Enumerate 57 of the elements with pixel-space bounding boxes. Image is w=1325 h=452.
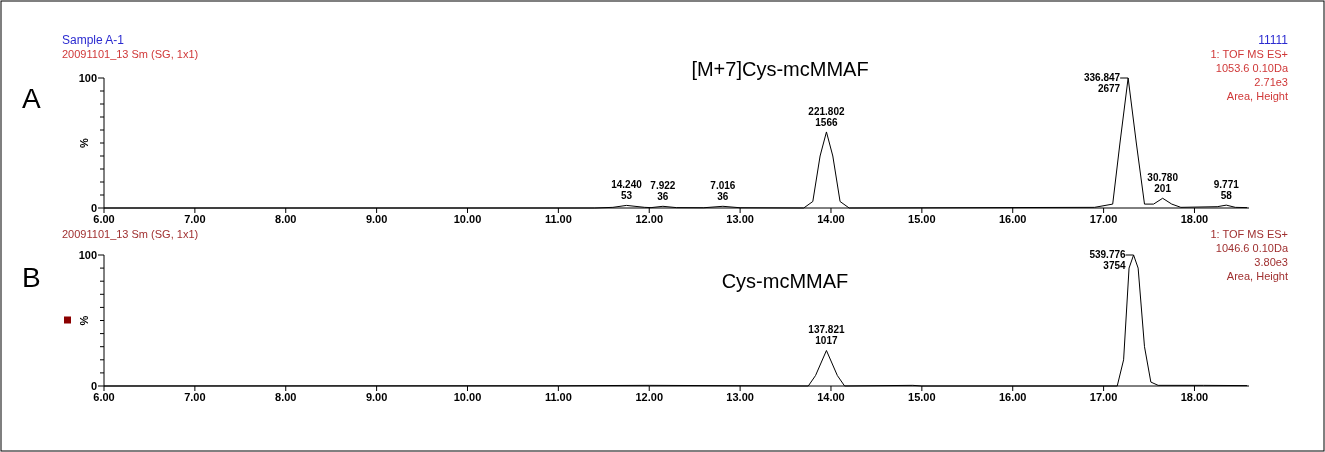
x-tick-label: 13.00 [726, 213, 754, 225]
annotation: 221.802 1566 [808, 105, 845, 128]
x-tick-label: 10.00 [453, 213, 482, 225]
text: B [22, 262, 41, 293]
x-tick-label: 9.00 [365, 391, 388, 403]
x-tick-label: 6.00 [93, 391, 115, 403]
x-tick-label: 11.00 [544, 213, 572, 225]
text: 1046.6 0.10Da [1215, 242, 1289, 254]
x-tick-label: 12.00 [635, 213, 663, 225]
annotation: 9.771 58 [1213, 179, 1240, 202]
x-tick-label: 8.00 [275, 391, 297, 403]
annotation: 137.821 1017 [808, 324, 845, 347]
x-tick-label: 10.00 [453, 391, 482, 403]
annotation: 30.780 201 [1147, 172, 1179, 195]
y-tick-label: 0 [90, 202, 97, 214]
x-tick-label: 9.00 [365, 213, 388, 225]
x-tick-label: 7.00 [184, 213, 206, 225]
x-tick-label: 13.00 [726, 391, 754, 403]
text: 1053.6 0.10Da [1215, 62, 1289, 74]
text: 3.80e3 [1254, 256, 1288, 268]
annotation: 336.847 2677 [1083, 72, 1121, 94]
x-tick-label: 16.00 [998, 391, 1027, 403]
annotation: Area, Height [1226, 270, 1288, 282]
text: 11111 [1258, 33, 1289, 47]
x-tick-label: 15.00 [908, 391, 936, 403]
x-tick-label: 7.00 [184, 391, 206, 403]
x-tick-label: 12.00 [635, 391, 663, 403]
x-tick-label: 14.00 [817, 213, 845, 225]
annotation: 7.922 36 [650, 180, 676, 203]
x-tick-label: 17.00 [1089, 213, 1118, 225]
x-tick-label: 14.00 [817, 391, 845, 403]
text: Cys-mcMMAF [721, 270, 849, 292]
x-tick-label: 17.00 [1089, 391, 1118, 403]
text: 20091101_13 Sm (SG, 1x1) [62, 228, 199, 240]
text: 1: TOF MS ES+ [1210, 228, 1288, 240]
x-tick-label: 11.00 [544, 391, 572, 403]
y-tick-label: 0 [90, 380, 97, 392]
annotation: 7.016 36 [710, 180, 736, 203]
y-tick-label: 100 [78, 72, 97, 84]
x-tick-label: 18.00 [1180, 213, 1209, 225]
x-tick-label: 16.00 [998, 213, 1027, 225]
annotation: 539.776 3754 [1089, 249, 1127, 271]
y-tick-label: 100 [78, 249, 97, 261]
text: 2.71e3 [1254, 76, 1288, 88]
text: Sample A-1 [62, 33, 125, 47]
chart-title: [M+7]Cys-mcMMAF [691, 58, 869, 80]
x-tick-label: 6.00 [93, 213, 115, 225]
annotation: Area, Height [1226, 90, 1288, 102]
y-axis-title: % [78, 137, 90, 148]
text: 1: TOF MS ES+ [1210, 48, 1288, 60]
x-tick-label: 18.00 [1180, 391, 1209, 403]
text: A [22, 83, 41, 114]
text: 20091101_13 Sm (SG, 1x1) [62, 48, 199, 60]
y-axis-title: % [78, 315, 90, 326]
annotation: 14.240 53 [611, 179, 643, 202]
x-tick-label: 15.00 [908, 213, 936, 225]
x-tick-label: 8.00 [275, 213, 297, 225]
